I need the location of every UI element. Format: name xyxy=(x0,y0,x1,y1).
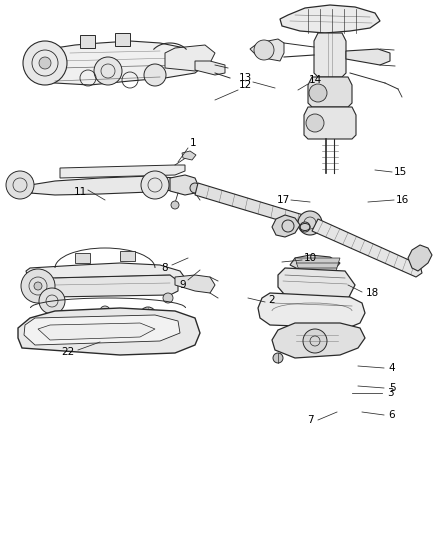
Text: 8: 8 xyxy=(162,263,168,273)
Circle shape xyxy=(21,269,55,303)
Polygon shape xyxy=(75,253,90,263)
Polygon shape xyxy=(115,33,130,46)
Polygon shape xyxy=(314,33,346,77)
Circle shape xyxy=(39,288,65,314)
Circle shape xyxy=(23,41,67,85)
Circle shape xyxy=(171,201,179,209)
Polygon shape xyxy=(60,165,185,178)
Circle shape xyxy=(190,183,200,193)
Polygon shape xyxy=(304,107,356,139)
Circle shape xyxy=(273,353,283,363)
Polygon shape xyxy=(28,41,205,85)
Text: 16: 16 xyxy=(396,195,409,205)
Polygon shape xyxy=(195,61,225,75)
Circle shape xyxy=(140,307,156,323)
Text: 10: 10 xyxy=(304,253,317,263)
Text: 9: 9 xyxy=(180,280,186,290)
Text: 7: 7 xyxy=(307,415,313,425)
Polygon shape xyxy=(38,323,155,340)
Polygon shape xyxy=(165,45,215,71)
Text: 2: 2 xyxy=(268,295,276,305)
Circle shape xyxy=(39,57,51,69)
Polygon shape xyxy=(10,178,32,193)
Polygon shape xyxy=(308,77,352,107)
Text: 14: 14 xyxy=(308,75,321,85)
Polygon shape xyxy=(250,39,284,61)
Text: 13: 13 xyxy=(238,73,251,83)
Polygon shape xyxy=(30,176,175,195)
Polygon shape xyxy=(120,251,135,261)
Text: 5: 5 xyxy=(389,383,396,393)
Text: 12: 12 xyxy=(238,80,251,90)
Polygon shape xyxy=(182,151,196,160)
Circle shape xyxy=(100,306,110,316)
Text: 22: 22 xyxy=(61,347,74,357)
Text: 15: 15 xyxy=(393,167,406,177)
Polygon shape xyxy=(42,275,178,297)
Polygon shape xyxy=(258,293,365,328)
Polygon shape xyxy=(195,183,315,229)
Polygon shape xyxy=(24,315,180,345)
Text: 11: 11 xyxy=(74,187,87,197)
Polygon shape xyxy=(18,308,200,355)
Circle shape xyxy=(6,171,34,199)
Polygon shape xyxy=(298,268,337,274)
Polygon shape xyxy=(272,323,365,358)
Polygon shape xyxy=(278,268,355,301)
Polygon shape xyxy=(272,215,300,237)
Circle shape xyxy=(306,114,324,132)
Polygon shape xyxy=(80,35,95,48)
Text: 3: 3 xyxy=(387,388,393,398)
Circle shape xyxy=(94,57,122,85)
Circle shape xyxy=(298,211,322,235)
Polygon shape xyxy=(290,255,340,271)
Circle shape xyxy=(300,222,310,232)
Polygon shape xyxy=(297,263,339,269)
Circle shape xyxy=(254,40,274,60)
Polygon shape xyxy=(175,275,215,293)
Circle shape xyxy=(163,293,173,303)
Circle shape xyxy=(34,282,42,290)
Text: 1: 1 xyxy=(190,138,196,148)
Polygon shape xyxy=(300,273,336,279)
Polygon shape xyxy=(301,278,334,284)
Circle shape xyxy=(309,84,327,102)
Circle shape xyxy=(141,171,169,199)
Circle shape xyxy=(303,329,327,353)
Polygon shape xyxy=(26,263,185,291)
Polygon shape xyxy=(346,49,390,65)
Polygon shape xyxy=(408,245,432,271)
Polygon shape xyxy=(170,175,198,195)
Text: 4: 4 xyxy=(389,363,396,373)
Polygon shape xyxy=(295,258,340,264)
Polygon shape xyxy=(312,219,422,277)
Text: 17: 17 xyxy=(276,195,290,205)
Text: 6: 6 xyxy=(389,410,396,420)
Polygon shape xyxy=(280,5,380,33)
Circle shape xyxy=(144,64,166,86)
Text: 18: 18 xyxy=(365,288,378,298)
